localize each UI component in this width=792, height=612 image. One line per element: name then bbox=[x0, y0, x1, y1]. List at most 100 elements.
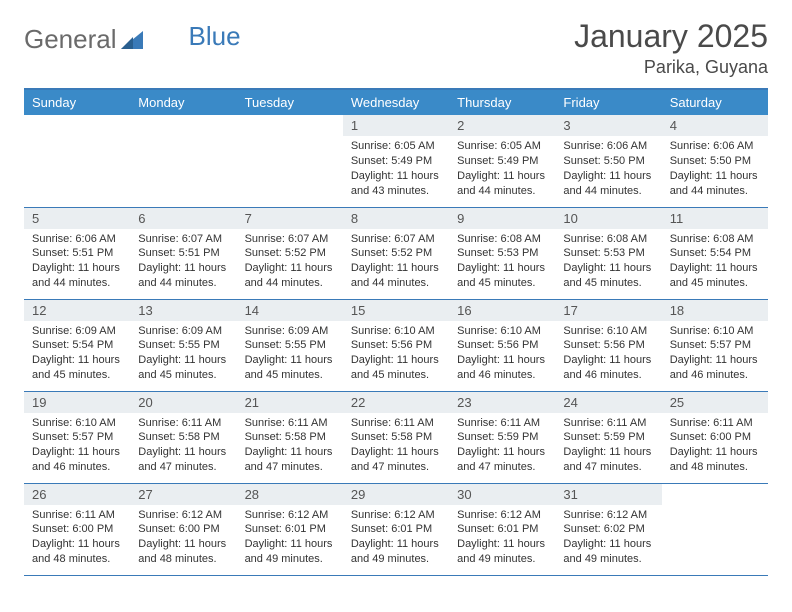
calendar-cell: 8Sunrise: 6:07 AMSunset: 5:52 PMDaylight… bbox=[343, 207, 449, 299]
day-line: and 45 minutes. bbox=[457, 276, 547, 291]
day-header: Saturday bbox=[662, 89, 768, 115]
day-number: 24 bbox=[555, 392, 661, 413]
day-line: Sunrise: 6:09 AM bbox=[245, 324, 335, 339]
calendar-cell: 3Sunrise: 6:06 AMSunset: 5:50 PMDaylight… bbox=[555, 115, 661, 207]
day-details: Sunrise: 6:05 AMSunset: 5:49 PMDaylight:… bbox=[343, 136, 449, 202]
day-line: Sunset: 6:00 PM bbox=[670, 430, 760, 445]
day-line: Daylight: 11 hours bbox=[670, 169, 760, 184]
day-line: Sunset: 5:50 PM bbox=[670, 154, 760, 169]
day-number: 29 bbox=[343, 484, 449, 505]
day-number: 8 bbox=[343, 208, 449, 229]
day-number: 6 bbox=[130, 208, 236, 229]
day-line: and 45 minutes. bbox=[670, 276, 760, 291]
calendar-cell: 11Sunrise: 6:08 AMSunset: 5:54 PMDayligh… bbox=[662, 207, 768, 299]
day-line: Daylight: 11 hours bbox=[563, 353, 653, 368]
day-number: 13 bbox=[130, 300, 236, 321]
day-number: 23 bbox=[449, 392, 555, 413]
day-details: Sunrise: 6:07 AMSunset: 5:52 PMDaylight:… bbox=[237, 229, 343, 295]
day-line: Sunrise: 6:07 AM bbox=[351, 232, 441, 247]
day-number: 30 bbox=[449, 484, 555, 505]
title-block: January 2025 Parika, Guyana bbox=[574, 18, 768, 78]
day-line: Sunset: 5:58 PM bbox=[245, 430, 335, 445]
day-line: Daylight: 11 hours bbox=[245, 353, 335, 368]
day-line: Sunset: 5:58 PM bbox=[138, 430, 228, 445]
day-line: Sunset: 6:01 PM bbox=[245, 522, 335, 537]
calendar-cell bbox=[24, 115, 130, 207]
day-line: Sunrise: 6:10 AM bbox=[351, 324, 441, 339]
calendar-cell: 4Sunrise: 6:06 AMSunset: 5:50 PMDaylight… bbox=[662, 115, 768, 207]
day-number: 2 bbox=[449, 115, 555, 136]
day-line: Sunrise: 6:12 AM bbox=[245, 508, 335, 523]
day-header: Friday bbox=[555, 89, 661, 115]
day-number: 9 bbox=[449, 208, 555, 229]
calendar-cell: 9Sunrise: 6:08 AMSunset: 5:53 PMDaylight… bbox=[449, 207, 555, 299]
day-details: Sunrise: 6:11 AMSunset: 5:58 PMDaylight:… bbox=[130, 413, 236, 479]
day-line: and 47 minutes. bbox=[245, 460, 335, 475]
calendar-cell: 19Sunrise: 6:10 AMSunset: 5:57 PMDayligh… bbox=[24, 391, 130, 483]
day-line: and 49 minutes. bbox=[351, 552, 441, 567]
day-line: Sunset: 5:51 PM bbox=[138, 246, 228, 261]
day-line: Sunrise: 6:10 AM bbox=[32, 416, 122, 431]
day-line: Sunset: 5:55 PM bbox=[245, 338, 335, 353]
day-line: Sunrise: 6:11 AM bbox=[32, 508, 122, 523]
day-line: Sunset: 5:56 PM bbox=[351, 338, 441, 353]
day-header: Sunday bbox=[24, 89, 130, 115]
calendar-cell: 29Sunrise: 6:12 AMSunset: 6:01 PMDayligh… bbox=[343, 483, 449, 575]
day-line: Sunset: 5:52 PM bbox=[245, 246, 335, 261]
day-line: Daylight: 11 hours bbox=[245, 445, 335, 460]
day-details: Sunrise: 6:05 AMSunset: 5:49 PMDaylight:… bbox=[449, 136, 555, 202]
day-details: Sunrise: 6:10 AMSunset: 5:57 PMDaylight:… bbox=[24, 413, 130, 479]
day-line: Daylight: 11 hours bbox=[351, 169, 441, 184]
day-line: Daylight: 11 hours bbox=[670, 445, 760, 460]
day-line: and 43 minutes. bbox=[351, 184, 441, 199]
day-details: Sunrise: 6:11 AMSunset: 5:58 PMDaylight:… bbox=[237, 413, 343, 479]
day-number: 31 bbox=[555, 484, 661, 505]
day-line: Sunset: 6:01 PM bbox=[457, 522, 547, 537]
day-line: Sunrise: 6:10 AM bbox=[563, 324, 653, 339]
day-details: Sunrise: 6:08 AMSunset: 5:53 PMDaylight:… bbox=[555, 229, 661, 295]
calendar-cell: 21Sunrise: 6:11 AMSunset: 5:58 PMDayligh… bbox=[237, 391, 343, 483]
calendar-cell bbox=[237, 115, 343, 207]
day-line: Sunrise: 6:11 AM bbox=[351, 416, 441, 431]
day-line: and 44 minutes. bbox=[32, 276, 122, 291]
day-line: Daylight: 11 hours bbox=[138, 445, 228, 460]
day-line: and 45 minutes. bbox=[245, 368, 335, 383]
day-line: Sunrise: 6:08 AM bbox=[670, 232, 760, 247]
calendar-cell: 16Sunrise: 6:10 AMSunset: 5:56 PMDayligh… bbox=[449, 299, 555, 391]
day-line: Sunrise: 6:08 AM bbox=[563, 232, 653, 247]
day-line: Daylight: 11 hours bbox=[563, 169, 653, 184]
day-line: Sunset: 6:01 PM bbox=[351, 522, 441, 537]
day-line: Sunrise: 6:10 AM bbox=[670, 324, 760, 339]
day-line: Sunset: 5:50 PM bbox=[563, 154, 653, 169]
day-line: Daylight: 11 hours bbox=[351, 445, 441, 460]
calendar-cell: 17Sunrise: 6:10 AMSunset: 5:56 PMDayligh… bbox=[555, 299, 661, 391]
day-line: Daylight: 11 hours bbox=[670, 261, 760, 276]
day-line: Sunset: 6:00 PM bbox=[32, 522, 122, 537]
day-line: Sunset: 5:49 PM bbox=[457, 154, 547, 169]
day-line: Sunrise: 6:10 AM bbox=[457, 324, 547, 339]
day-line: Sunrise: 6:09 AM bbox=[32, 324, 122, 339]
day-line: and 49 minutes. bbox=[245, 552, 335, 567]
day-line: Sunset: 5:53 PM bbox=[457, 246, 547, 261]
day-line: Daylight: 11 hours bbox=[351, 537, 441, 552]
page-title: January 2025 bbox=[574, 18, 768, 55]
calendar-cell: 28Sunrise: 6:12 AMSunset: 6:01 PMDayligh… bbox=[237, 483, 343, 575]
day-details: Sunrise: 6:06 AMSunset: 5:50 PMDaylight:… bbox=[662, 136, 768, 202]
day-details: Sunrise: 6:11 AMSunset: 5:59 PMDaylight:… bbox=[555, 413, 661, 479]
logo-text-general: General bbox=[24, 24, 117, 55]
day-details: Sunrise: 6:11 AMSunset: 5:58 PMDaylight:… bbox=[343, 413, 449, 479]
day-details: Sunrise: 6:12 AMSunset: 6:01 PMDaylight:… bbox=[449, 505, 555, 571]
day-line: Sunset: 5:54 PM bbox=[670, 246, 760, 261]
day-line: and 44 minutes. bbox=[351, 276, 441, 291]
day-details: Sunrise: 6:07 AMSunset: 5:52 PMDaylight:… bbox=[343, 229, 449, 295]
day-line: Sunset: 5:55 PM bbox=[138, 338, 228, 353]
day-number: 14 bbox=[237, 300, 343, 321]
day-line: and 44 minutes. bbox=[245, 276, 335, 291]
day-details: Sunrise: 6:11 AMSunset: 6:00 PMDaylight:… bbox=[24, 505, 130, 571]
day-line: and 47 minutes. bbox=[138, 460, 228, 475]
day-line: Sunset: 5:57 PM bbox=[670, 338, 760, 353]
day-line: and 45 minutes. bbox=[32, 368, 122, 383]
day-details: Sunrise: 6:10 AMSunset: 5:57 PMDaylight:… bbox=[662, 321, 768, 387]
logo-text-blue: Blue bbox=[189, 21, 241, 52]
day-number: 15 bbox=[343, 300, 449, 321]
